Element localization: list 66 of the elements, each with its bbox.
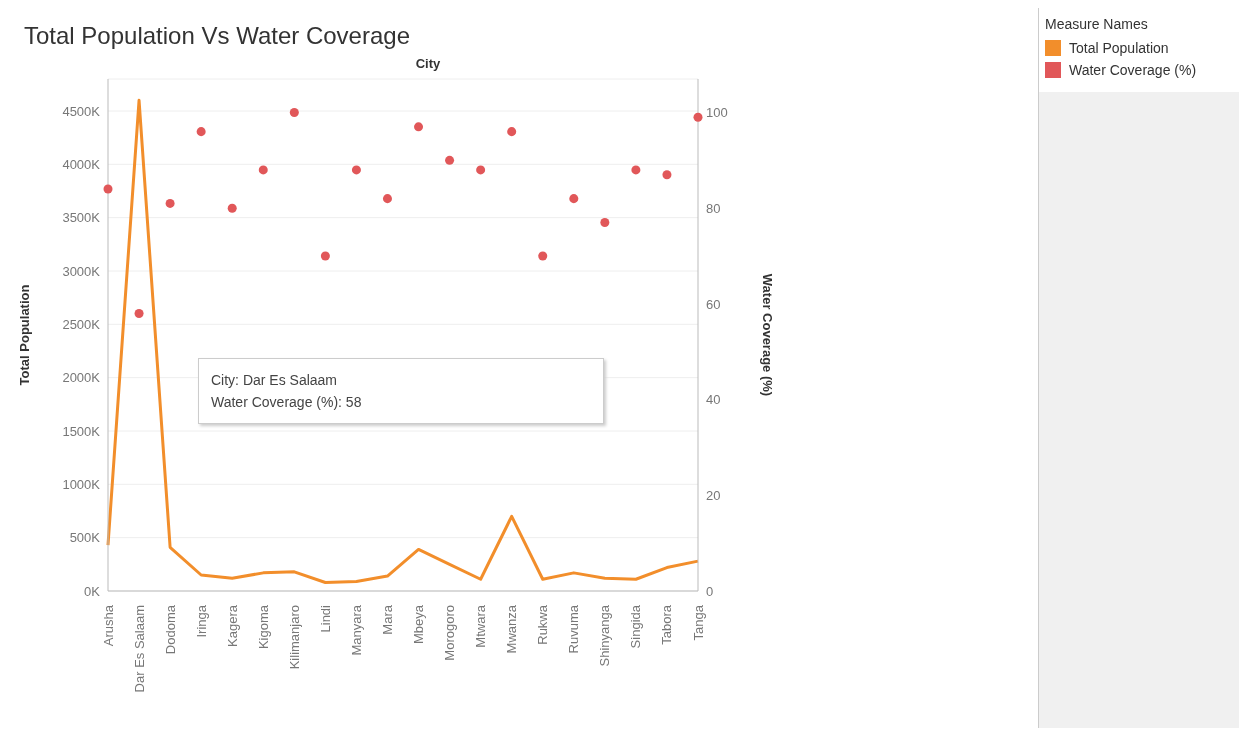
x-tick-label: Kagera [224,604,240,647]
x-tick-label: Singida [628,604,644,649]
point [476,165,486,175]
y-tick-label: 3500K [62,210,101,226]
x-tick-label: Iringa [193,604,209,638]
y-tick-label: 0K [84,583,101,599]
y-tick-label: 4500K [62,103,101,119]
y-tick-label: 3000K [62,263,101,279]
legend-title: Measure Names [1045,16,1149,32]
x-tick-label: Tabora [659,604,675,645]
y2-tick-label: 60 [706,296,721,312]
x-tick-label: Mtwara [473,604,489,648]
y-tick-label: 1500K [62,423,101,439]
x-tick-label: Mara [379,604,395,635]
x-tick-label: Kilimanjaro [286,605,302,670]
chart-title: Total Population Vs Water Coverage [24,22,411,50]
x-tick-label: Morogoro [442,605,458,661]
y2-axis-title: Water Coverage (%) [760,273,776,397]
point [693,112,703,122]
x-tick-label: Ruvuma [566,604,582,654]
legend-label: Total Population [1069,40,1169,56]
y-tick-label: 2500K [62,316,101,332]
legend-label: Water Coverage (%) [1069,62,1197,78]
point [227,203,237,213]
point [351,165,361,175]
x-tick-label: Lindi [317,604,333,633]
x-tick-label: Tanga [690,604,706,641]
point [165,198,175,208]
point [289,107,299,117]
point [538,251,548,261]
x-tick-label: Mbeya [411,604,427,645]
y-tick-label: 4000K [62,156,101,172]
point [196,127,206,137]
line-series [106,98,700,584]
x-tick-label: Arusha [100,604,116,647]
point [662,170,672,180]
point [569,194,579,204]
y2-tick-label: 0 [706,583,714,599]
x-tick-label: Manyara [348,604,364,656]
x-tick-label: Dodoma [162,604,178,655]
y-tick-label: 2000K [62,370,101,386]
annotation: City: Dar Es Salaam Water Coverage (%): 58 [211,371,363,412]
point [631,165,641,175]
x-tick-label: Rukwa [535,604,551,645]
x-axis-title: City [414,56,442,71]
x-tick-label: Shinyanga [597,604,613,667]
x-tick-label: Dar Es Salaam [131,605,147,693]
point [507,127,517,137]
y-tick-label: 1000K [62,476,101,492]
point [258,165,268,175]
y2-tick-label: 80 [706,200,721,216]
y-tick-label: 500K [69,530,101,546]
y2-tick-label: 20 [706,487,721,503]
x-tick-label: Kigoma [255,604,271,650]
x-tick-label: Mwanza [504,604,520,654]
point [445,155,455,165]
point [134,308,144,318]
point [320,251,330,261]
y2-tick-label: 40 [706,392,721,408]
tooltip-box: City: Dar Es Salaam Water Coverage (%): 58 [198,358,604,424]
point [414,122,424,132]
y2-tick-label: 100 [706,105,728,121]
y-axis-title: Total Population [16,284,32,386]
point [103,184,113,194]
point [600,218,610,228]
point [382,194,392,204]
